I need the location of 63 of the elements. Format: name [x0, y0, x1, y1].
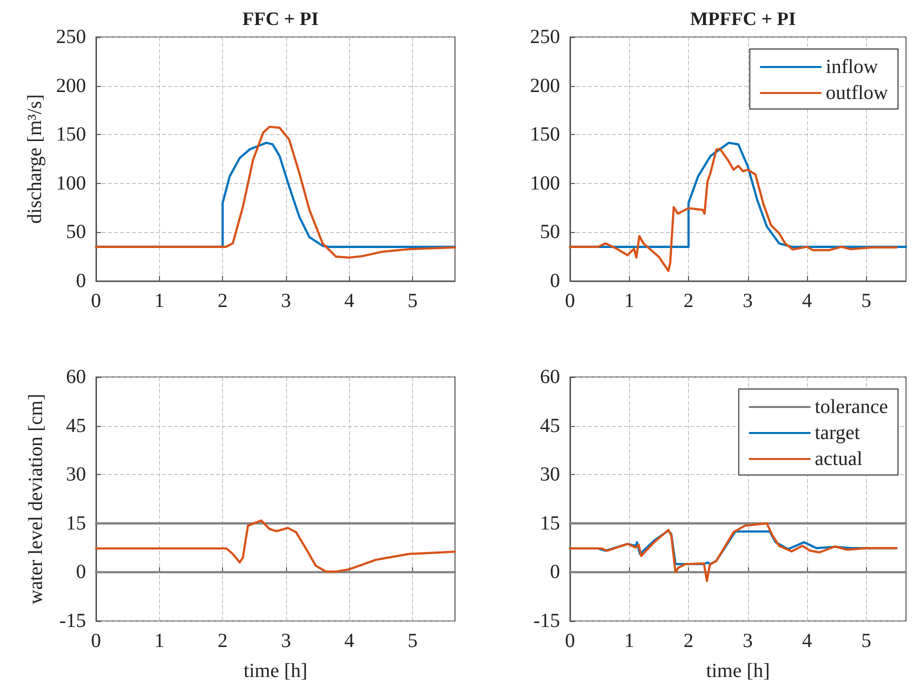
x-axis-title: time [h]: [706, 660, 770, 682]
y-tick-label: 200: [530, 74, 560, 97]
y-tick-label: 60: [540, 366, 560, 388]
x-axis-title: time [h]: [244, 660, 308, 682]
x-tick-label: 5: [861, 630, 872, 652]
legend-label: actual: [814, 448, 863, 470]
legend-label: inflow: [826, 56, 879, 78]
y-tick-label: 30: [66, 464, 86, 486]
x-tick-label: 5: [861, 290, 872, 312]
x-tick-label: 0: [91, 290, 101, 312]
y-tick-label: 250: [530, 26, 560, 48]
x-tick-label: 1: [154, 630, 164, 652]
y-tick-label: 15: [66, 512, 86, 534]
x-tick-label: 1: [624, 290, 634, 312]
x-tick-label: 1: [154, 290, 164, 312]
y-axis-title: water level deviation [cm]: [25, 394, 47, 604]
chart-title: MPFFC + PI: [690, 9, 796, 30]
y-tick-label: 45: [540, 414, 560, 437]
y-tick-label: 150: [530, 124, 560, 146]
x-tick-label: 2: [218, 630, 228, 652]
y-tick-label: 150: [56, 124, 86, 146]
x-tick-label: 2: [684, 290, 694, 312]
y-tick-label: 0: [76, 270, 86, 292]
y-tick-label: 60: [66, 366, 86, 388]
y-tick-label: 50: [66, 221, 86, 244]
line-series: [568, 522, 898, 582]
x-tick-label: 3: [280, 630, 291, 652]
legend-label: target: [814, 422, 860, 444]
x-tick-label: 2: [684, 630, 694, 652]
y-tick-label: -15: [533, 610, 560, 632]
x-tick-label: 3: [742, 290, 753, 312]
y-tick-label: 15: [540, 512, 560, 534]
chart-title: FFC + PI: [242, 9, 319, 30]
y-tick-label: 0: [550, 270, 560, 292]
x-tick-label: 2: [218, 290, 228, 312]
legend-label: outflow: [826, 82, 889, 104]
x-tick-label: 3: [742, 630, 753, 652]
x-tick-label: 5: [408, 290, 418, 312]
y-tick-label: 200: [56, 74, 86, 97]
x-tick-label: 4: [344, 630, 354, 652]
x-tick-label: 3: [280, 290, 291, 312]
x-tick-label: 4: [802, 630, 812, 652]
x-tick-label: 4: [344, 290, 354, 312]
y-tick-label: 100: [56, 172, 86, 194]
line-series: [94, 126, 456, 259]
x-tick-label: 4: [802, 290, 812, 312]
y-tick-label: 0: [550, 561, 560, 584]
x-tick-label: 1: [624, 630, 634, 652]
legend-label: tolerance: [814, 396, 888, 418]
y-tick-label: -15: [59, 610, 86, 632]
line-series: [94, 519, 456, 573]
x-tick-label: 0: [91, 630, 101, 652]
y-tick-label: 250: [56, 26, 86, 48]
y-tick-label: 45: [66, 414, 86, 437]
y-tick-label: 30: [540, 464, 560, 486]
y-axis-title: discharge [m³/s]: [24, 94, 46, 224]
y-tick-label: 100: [530, 172, 560, 194]
x-tick-label: 0: [565, 290, 575, 312]
x-tick-label: 5: [408, 630, 418, 652]
line-series: [568, 148, 898, 272]
y-tick-label: 0: [76, 561, 86, 584]
x-tick-label: 0: [565, 630, 575, 652]
y-tick-label: 50: [540, 221, 560, 244]
